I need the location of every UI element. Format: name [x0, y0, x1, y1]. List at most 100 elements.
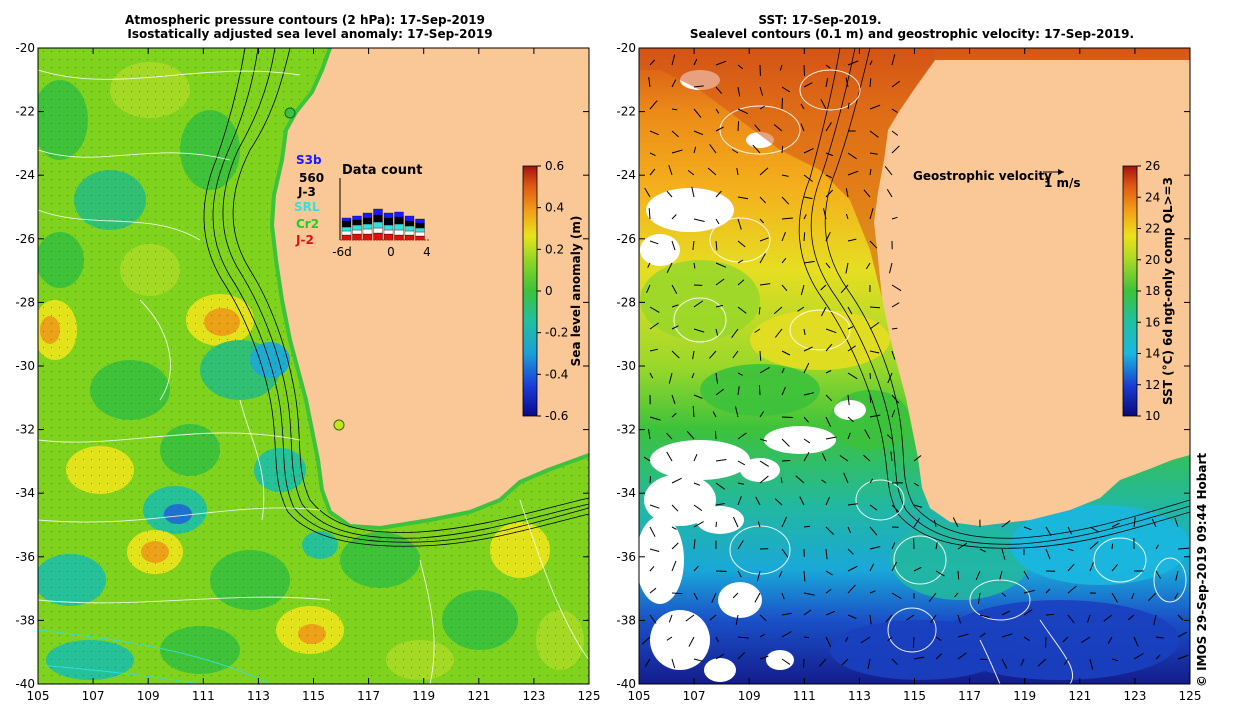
- velocity-arrow: [870, 307, 880, 308]
- colorbar-tick-label: 22: [1145, 222, 1160, 236]
- lat-tick-label: -36: [15, 550, 35, 564]
- data-count-bar-segment: [363, 220, 372, 224]
- data-count-bar-segment: [374, 233, 383, 240]
- lat-tick-label: -24: [616, 168, 636, 182]
- data-count-bar-segment: [395, 224, 404, 230]
- colorbar-tick-label: 0: [545, 284, 553, 298]
- lat-tick-label: -34: [15, 486, 35, 500]
- lon-tick-label: 123: [1123, 689, 1146, 703]
- lon-tick-label: 119: [412, 689, 435, 703]
- lon-tick-label: 121: [1068, 689, 1091, 703]
- data-count-bar-segment: [395, 212, 404, 217]
- data-count-bar-segment: [353, 220, 362, 222]
- right-title-line1: SST: 17-Sep-2019.: [758, 13, 881, 27]
- velocity-arrow: [804, 526, 810, 527]
- data-count-bar-segment: [405, 231, 414, 235]
- data-count-bar-segment: [342, 218, 351, 221]
- data-count-bar-segment: [395, 235, 404, 240]
- data-count-bar-segment: [405, 235, 414, 240]
- colorbar-tick-label: 16: [1145, 315, 1160, 329]
- velocity-arrow: [1112, 544, 1113, 549]
- data-count-bar-segment: [342, 231, 351, 235]
- velocity-arrow: [759, 385, 760, 395]
- lat-tick-label: -30: [15, 359, 35, 373]
- data-count-bar-segment: [353, 225, 362, 230]
- lat-tick-label: -20: [15, 41, 35, 55]
- lon-tick-label: 119: [1013, 689, 1036, 703]
- data-count-bar-segment: [405, 226, 414, 231]
- lon-tick-label: 117: [958, 689, 981, 703]
- sst-colorbar-label: SST (°C) 6d ngt-only comp QL>=3: [1161, 177, 1175, 405]
- data-count-bar-segment: [384, 213, 393, 218]
- sla-colorbar-label: Sea level anomaly (m): [569, 216, 583, 367]
- data-count-bar-segment: [374, 215, 383, 218]
- velocity-label: Geostrophic velocity: [913, 169, 1052, 183]
- lon-tick-label: 107: [683, 689, 706, 703]
- lat-tick-label: -30: [616, 359, 636, 373]
- left-title-line1: Atmospheric pressure contours (2 hPa): 1…: [125, 13, 485, 27]
- data-count-bar-segment: [416, 223, 425, 225]
- data-count-bar-segment: [405, 223, 414, 226]
- velocity-arrow: [870, 395, 871, 403]
- lon-tick-label: 115: [903, 689, 926, 703]
- data-count-bar-segment: [374, 228, 383, 233]
- lon-tick-label: 125: [578, 689, 601, 703]
- data-count-bar-segment: [416, 225, 425, 228]
- velocity-arrow: [716, 431, 717, 439]
- data-count-bar-segment: [363, 224, 372, 229]
- colorbar-tick-label: 12: [1145, 378, 1160, 392]
- data-count-axis-label: 0: [387, 245, 395, 259]
- lat-tick-label: -32: [15, 423, 35, 437]
- data-count-title: Data count: [342, 163, 422, 178]
- lon-tick-label: 105: [27, 689, 50, 703]
- data-count-bar-segment: [353, 234, 362, 240]
- data-count-bar-segment: [363, 213, 372, 218]
- lat-tick-label: -22: [15, 105, 35, 119]
- velocity-arrow: [804, 637, 809, 638]
- data-count-bar-segment: [363, 229, 372, 234]
- sst-map: [636, 48, 1190, 684]
- lon-tick-label: 117: [357, 689, 380, 703]
- colorbar-tick-label: 18: [1145, 284, 1160, 298]
- velocity-arrow: [782, 417, 793, 418]
- data-count-bar-segment: [405, 216, 414, 221]
- colorbar-tick-label: 0.6: [545, 159, 564, 173]
- lat-tick-label: -34: [616, 486, 636, 500]
- lat-tick-label: -28: [15, 295, 35, 309]
- data-count-bar-segment: [416, 232, 425, 236]
- right-title-line2: Sealevel contours (0.1 m) and geostrophi…: [690, 27, 1134, 41]
- data-count-bar-segment: [405, 221, 414, 223]
- colorbar-tick-label: 0.4: [545, 201, 564, 215]
- lat-tick-label: -32: [616, 423, 636, 437]
- lon-tick-label: 121: [467, 689, 490, 703]
- data-count-bar-segment: [384, 230, 393, 234]
- velocity-arrow: [958, 571, 959, 580]
- velocity-arrow: [980, 659, 987, 660]
- data-count-bar-segment: [374, 209, 383, 215]
- velocity-arrow: [782, 461, 790, 462]
- sat-label-srl: SRL: [294, 200, 320, 214]
- velocity-arrow: [870, 373, 871, 379]
- velocity-arrow: [782, 98, 783, 109]
- sea-level-anomaly-map: [32, 48, 589, 684]
- velocity-arrow: [716, 522, 717, 527]
- data-count-bar-segment: [342, 221, 351, 223]
- data-count-bar-segment: [384, 225, 393, 230]
- velocity-arrow: [650, 476, 651, 483]
- colorbar-tick-label: -0.2: [545, 326, 568, 340]
- data-count-bar-segment: [363, 218, 372, 220]
- lon-tick-label: 109: [738, 689, 761, 703]
- velocity-arrow: [804, 65, 805, 76]
- data-count-bar-segment: [342, 223, 351, 227]
- lon-tick-label: 111: [192, 689, 215, 703]
- data-count-bar-segment: [416, 219, 425, 223]
- colorbar-tick-label: -0.4: [545, 367, 568, 381]
- data-count-axis-label: -6d: [332, 245, 352, 259]
- lon-tick-label: 115: [302, 689, 325, 703]
- lon-tick-label: 125: [1179, 689, 1202, 703]
- left-title-line2: Isostatically adjusted sea level anomaly…: [127, 27, 492, 41]
- lat-tick-label: -38: [15, 613, 35, 627]
- data-count-bar-segment: [374, 218, 383, 222]
- velocity-arrow: [913, 637, 914, 648]
